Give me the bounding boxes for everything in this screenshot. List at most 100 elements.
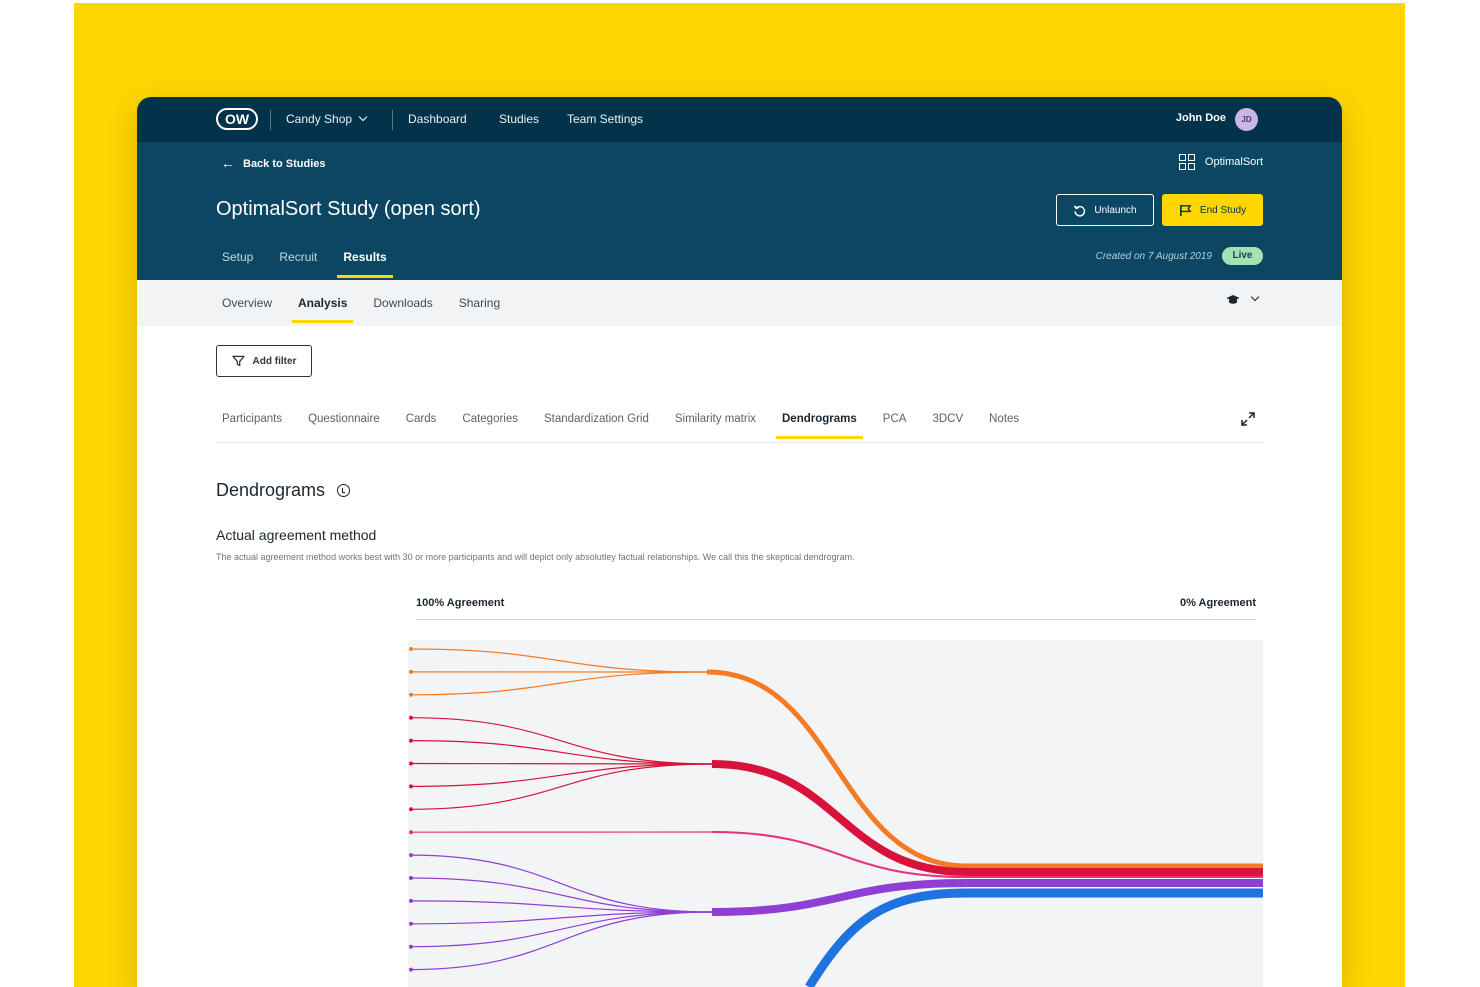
leaf-node [409, 784, 413, 789]
tab-notes[interactable]: Notes [989, 413, 1020, 425]
flag-icon [1179, 204, 1192, 216]
tab-pca[interactable]: PCA [882, 413, 907, 425]
graduation-cap-icon [1226, 295, 1240, 304]
tab-recruit[interactable]: Recruit [279, 250, 318, 264]
end-study-label: End Study [1199, 204, 1247, 216]
cluster-trunk [711, 831, 968, 878]
study-header: ← Back to Studies OptimalSort OptimalSort… [137, 142, 1342, 280]
leaf-node [409, 761, 413, 766]
add-filter-label: Add filter [252, 355, 297, 367]
top-nav: OW Candy Shop Dashboard Studies Team Set… [137, 97, 1342, 142]
leaf-branch [409, 717, 713, 765]
cluster-trunk [805, 888, 968, 987]
tabs-divider [216, 442, 1263, 443]
leaf-node [409, 967, 413, 972]
leaf-node [409, 921, 413, 926]
nav-link-team-settings[interactable]: Team Settings [567, 112, 644, 126]
cluster-branch [409, 853, 1263, 972]
tab-cards[interactable]: Cards [405, 413, 437, 425]
tab-sharing[interactable]: Sharing [458, 296, 501, 310]
created-date: Created on 7 August 2019 [1095, 251, 1212, 262]
cluster-branch [805, 888, 1263, 987]
study-tabs: Setup Recruit Results [222, 250, 394, 278]
leaf-node [409, 876, 413, 880]
cluster-branch [409, 647, 1263, 869]
axis-label-left: 100% Agreement [416, 597, 505, 609]
section-title: Dendrograms [216, 480, 351, 501]
back-to-studies-link[interactable]: ← Back to Studies [221, 155, 326, 171]
project-switcher[interactable]: Candy Shop [286, 112, 368, 126]
leaf-node [409, 898, 413, 903]
analysis-tabs: Participants Questionnaire Cards Categor… [222, 413, 1019, 439]
leaf-node [409, 853, 413, 858]
unlaunch-label: Unlaunch [1094, 204, 1137, 216]
leaf-node [409, 830, 413, 835]
leaf-node [409, 692, 413, 697]
axis-rule [416, 619, 1256, 620]
status-badge: Live [1222, 247, 1263, 265]
leaf-node [409, 647, 413, 651]
tab-3dcv[interactable]: 3DCV [932, 413, 964, 425]
results-subnav: Overview Analysis Downloads Sharing [137, 280, 1342, 326]
tab-dendrograms[interactable]: Dendrograms [776, 413, 863, 439]
leaf-node [409, 944, 413, 949]
method-description: The actual agreement method works best w… [216, 552, 855, 562]
dendrogram-chart [409, 647, 1263, 987]
tab-similarity-matrix[interactable]: Similarity matrix [674, 413, 756, 425]
end-study-button[interactable]: End Study [1162, 194, 1263, 226]
help-menu-button[interactable] [1226, 292, 1260, 306]
tab-standardization-grid[interactable]: Standardization Grid [544, 413, 649, 425]
unlaunch-button[interactable]: Unlaunch [1056, 194, 1154, 226]
nav-divider [392, 110, 393, 130]
leaf-branch [409, 648, 708, 673]
tab-questionnaire[interactable]: Questionnaire [308, 413, 380, 425]
nav-link-dashboard[interactable]: Dashboard [408, 112, 467, 126]
cluster-trunk [706, 669, 968, 869]
cluster-trunk [711, 760, 968, 876]
leaf-branch [409, 900, 713, 913]
product-badge: OptimalSort [1178, 154, 1263, 170]
info-icon[interactable] [337, 484, 351, 497]
product-name: OptimalSort [1204, 156, 1263, 168]
app-window: OW Candy Shop Dashboard Studies Team Set… [137, 97, 1342, 987]
method-title: Actual agreement method [216, 527, 377, 543]
leaf-branch [409, 762, 713, 765]
optimalsort-grid-icon [1178, 154, 1195, 170]
leaf-branch [409, 911, 713, 925]
nav-divider [270, 110, 271, 130]
add-filter-button[interactable]: Add filter [216, 345, 312, 377]
cluster-branch [409, 830, 1263, 878]
tab-participants[interactable]: Participants [222, 413, 283, 425]
tab-downloads[interactable]: Downloads [373, 296, 433, 310]
leaf-branch [409, 740, 713, 765]
cluster-branch [409, 715, 1263, 876]
avatar[interactable]: JD [1235, 108, 1258, 131]
dendrograms-heading: Dendrograms [216, 480, 326, 500]
tab-results[interactable]: Results [337, 250, 394, 278]
ow-logo[interactable]: OW [216, 108, 258, 130]
leaf-branch [409, 854, 713, 913]
expand-icon[interactable] [1240, 411, 1256, 427]
filter-icon [231, 355, 245, 367]
page-title: OptimalSort Study (open sort) [216, 198, 481, 220]
leaf-branch [409, 877, 713, 913]
leaf-node [409, 807, 413, 812]
tab-analysis[interactable]: Analysis [291, 296, 354, 323]
nav-link-studies[interactable]: Studies [499, 112, 540, 126]
leaf-branch [409, 671, 708, 696]
axis-label-right: 0% Agreement [1179, 597, 1256, 609]
user-name[interactable]: John Doe [1175, 112, 1226, 124]
leaf-branch [409, 911, 713, 948]
undo-icon [1074, 204, 1086, 217]
leaf-branch [409, 911, 713, 971]
tab-categories[interactable]: Categories [462, 413, 519, 425]
cluster-trunk [711, 879, 968, 916]
leaf-node [409, 738, 413, 743]
project-name: Candy Shop [286, 112, 353, 126]
back-label: Back to Studies [243, 158, 326, 170]
tab-setup[interactable]: Setup [222, 250, 254, 264]
leaf-branch [409, 763, 713, 810]
leaf-node [409, 669, 413, 674]
tab-overview[interactable]: Overview [222, 296, 273, 310]
arrow-left-icon: ← [221, 155, 235, 171]
